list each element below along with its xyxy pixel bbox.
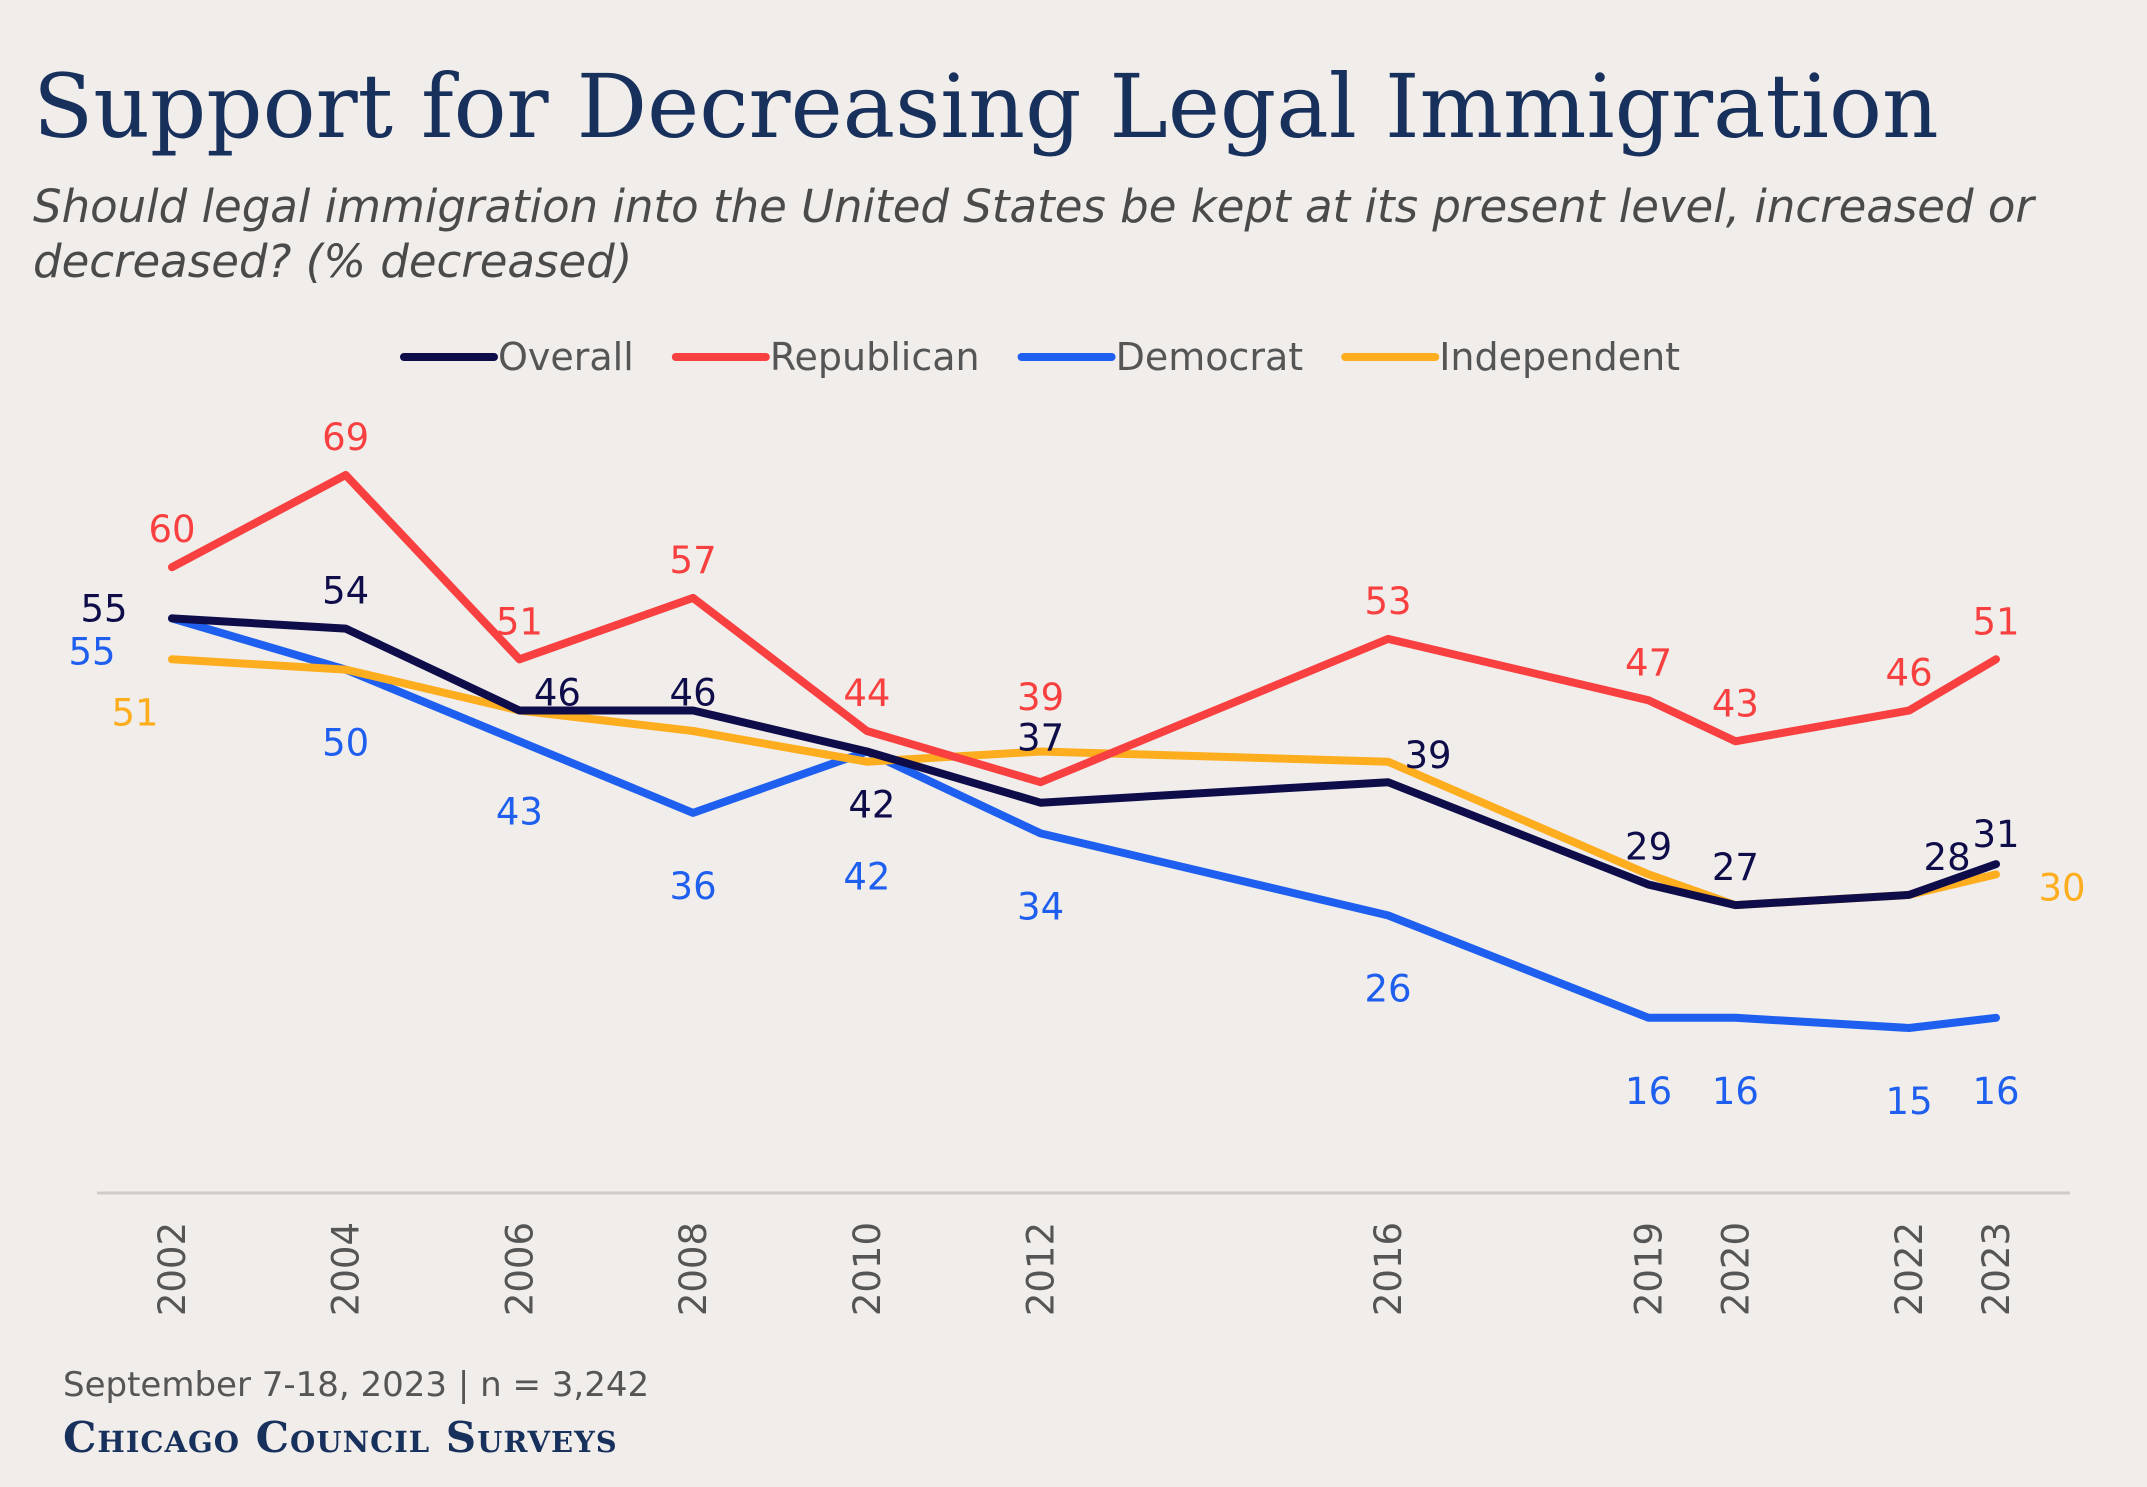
chart-subtitle-line-2: decreased? (% decreased): [33, 235, 632, 288]
data-label-overall: 27: [1712, 846, 1759, 889]
x-tick-label: 2019: [1628, 1222, 1671, 1316]
data-label-democrat: 16: [1625, 1070, 1672, 1113]
data-label-overall: 46: [534, 672, 581, 715]
legend-item-democrat: Democrat: [1017, 335, 1304, 379]
series-lines: [168, 471, 2000, 1032]
data-label-republican: 57: [670, 539, 717, 582]
data-label-republican: 46: [1886, 652, 1933, 695]
legend-item-independent: Independent: [1341, 335, 1680, 379]
data-label-democrat: 50: [322, 722, 369, 765]
data-label-overall: 31: [1972, 813, 2019, 856]
data-label-republican: 44: [843, 672, 890, 715]
data-label-independent: 30: [2038, 866, 2085, 909]
data-label-democrat: 36: [670, 865, 717, 908]
data-label-republican: 51: [496, 600, 543, 643]
data-label-republican: 43: [1712, 682, 1759, 725]
data-label-republican: 60: [148, 508, 195, 551]
data-label-overall: 54: [322, 570, 369, 613]
data-label-overall: 37: [1017, 717, 1064, 760]
legend-item-overall: Overall: [400, 335, 634, 379]
legend-label-democrat: Democrat: [1116, 335, 1304, 379]
x-tick-label: 2010: [846, 1222, 889, 1316]
data-label-democrat: 42: [843, 856, 890, 899]
data-label-democrat: 16: [1972, 1070, 2019, 1113]
data-label-overall: 42: [848, 784, 895, 827]
legend-label-independent: Independent: [1439, 335, 1680, 379]
legend-label-republican: Republican: [770, 335, 980, 379]
data-label-republican: 39: [1017, 676, 1064, 719]
data-label-democrat: 43: [496, 790, 543, 833]
data-label-overall: 55: [80, 587, 127, 630]
data-label-democrat: 16: [1712, 1070, 1759, 1113]
data-label-democrat: 34: [1017, 885, 1064, 928]
chart-title: Support for Decreasing Legal Immigration: [33, 55, 1939, 158]
series-line-republican: [168, 471, 2000, 787]
legend-item-republican: Republican: [671, 335, 980, 379]
series-line-democrat: [168, 614, 2000, 1032]
data-label-republican: 69: [322, 416, 369, 459]
data-label-overall: 46: [670, 672, 717, 715]
x-tick-label: 2008: [672, 1222, 715, 1316]
data-label-overall: 28: [1924, 836, 1971, 879]
x-tick-label: 2022: [1888, 1222, 1931, 1316]
x-tick-label: 2002: [151, 1222, 194, 1316]
data-label-republican: 51: [1972, 600, 2019, 643]
x-tick-label: 2012: [1020, 1222, 1063, 1316]
data-label-overall: 39: [1404, 734, 1451, 777]
data-label-overall: 29: [1625, 826, 1672, 869]
footer-brand: Chicago Council Surveys: [63, 1413, 618, 1462]
data-label-democrat: 15: [1886, 1080, 1933, 1123]
footer-note: September 7-18, 2023 | n = 3,242: [63, 1365, 649, 1405]
x-tick-label: 2023: [1975, 1222, 2018, 1316]
x-tick-label: 2020: [1714, 1222, 1757, 1316]
x-tick-label: 2004: [325, 1222, 368, 1316]
x-tick-label: 2006: [498, 1222, 541, 1316]
x-axis-ticks: 2002 2004 2006 2008 2010 2012 2016 2019 2020 2022…: [151, 1222, 2018, 1316]
data-label-republican: 53: [1364, 580, 1411, 623]
legend: Overall Republican Democrat Independent: [400, 335, 1680, 379]
data-label-independent: 51: [111, 691, 158, 734]
series-line-overall: [168, 614, 2000, 910]
legend-label-overall: Overall: [498, 335, 634, 379]
data-label-democrat: 55: [68, 630, 115, 673]
chart-subtitle-line-1: Should legal immigration into the United…: [33, 180, 2036, 233]
data-label-republican: 47: [1625, 641, 1672, 684]
data-label-democrat: 26: [1364, 967, 1411, 1010]
x-tick-label: 2016: [1367, 1222, 1410, 1316]
